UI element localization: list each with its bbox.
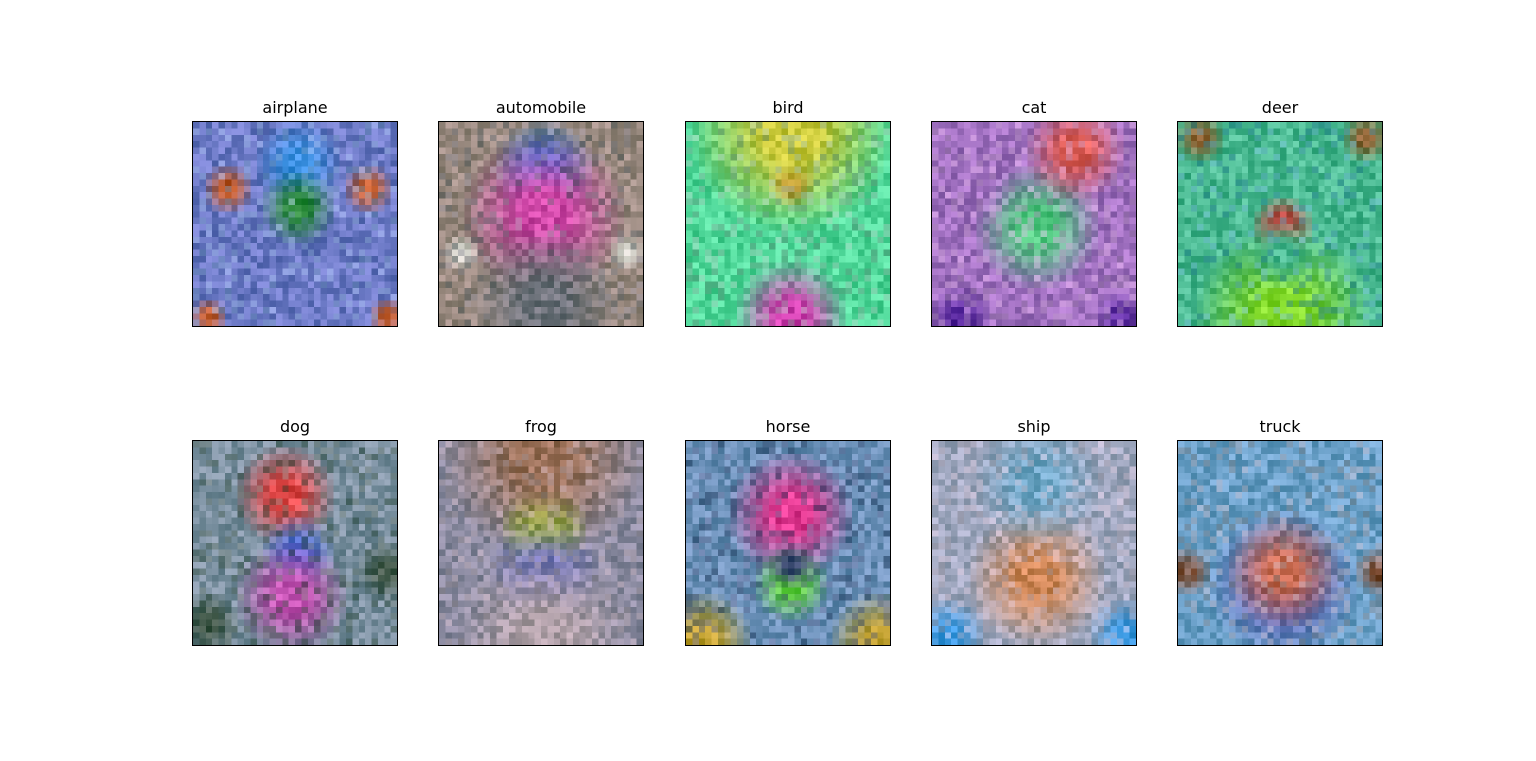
weight-image <box>1177 121 1383 327</box>
weight-image <box>931 440 1137 646</box>
panel-title: airplane <box>262 98 328 117</box>
weight-image <box>192 440 398 646</box>
panel-title: cat <box>1021 98 1047 117</box>
weight-image <box>438 440 644 646</box>
panel-title: bird <box>772 98 804 117</box>
panel-title: truck <box>1259 417 1301 436</box>
weight-image <box>438 121 644 327</box>
panel-title: automobile <box>495 98 587 117</box>
weight-image <box>1177 440 1383 646</box>
panel-title: dog <box>279 417 311 436</box>
panel-title: deer <box>1261 98 1299 117</box>
panel-title: frog <box>525 417 557 436</box>
weight-image <box>192 121 398 327</box>
weight-image <box>685 440 891 646</box>
panel-title: horse <box>765 417 811 436</box>
panel-title: ship <box>1017 417 1051 436</box>
weight-image <box>685 121 891 327</box>
weight-image <box>931 121 1137 327</box>
